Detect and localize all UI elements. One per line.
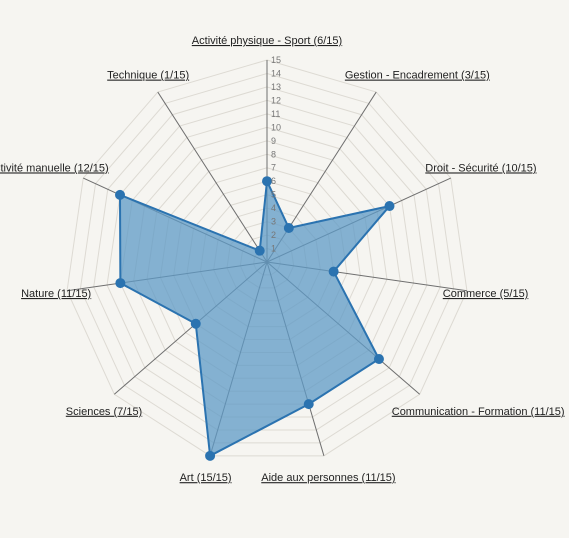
data-point[interactable] (328, 266, 339, 277)
data-point[interactable] (303, 399, 314, 410)
tick-label: 13 (271, 82, 281, 92)
data-point[interactable] (262, 176, 272, 187)
tick-label: 5 (271, 190, 276, 200)
data-point[interactable] (115, 278, 126, 289)
axis-label[interactable]: Gestion - Encadrement (3/15) (345, 70, 490, 82)
axis-label[interactable]: Art (15/15) (180, 472, 232, 484)
tick-label: 1 (271, 244, 276, 254)
data-point[interactable] (254, 245, 265, 256)
data-point[interactable] (283, 223, 294, 234)
axis-labels: Activité physique - Sport (6/15) Gestion … (0, 35, 565, 484)
tick-label: 14 (271, 68, 281, 78)
axis-label[interactable]: Commerce (5/15) (443, 288, 529, 300)
tick-label: 4 (271, 203, 276, 213)
data-point[interactable] (115, 189, 126, 200)
data-point[interactable] (205, 450, 216, 461)
grid-ring (93, 86, 441, 431)
grid-ring (79, 72, 455, 444)
tick-label: 6 (271, 176, 276, 186)
data-area-layer (119, 180, 391, 457)
tick-label: 10 (271, 122, 281, 132)
tick-label: 15 (271, 55, 281, 65)
data-point[interactable] (384, 201, 395, 212)
axis-label[interactable]: Activité manuelle (12/15) (0, 162, 109, 174)
data-points (115, 176, 395, 461)
axis-label[interactable]: Sciences (7/15) (66, 406, 142, 418)
tick-label: 8 (271, 149, 276, 159)
axis-label[interactable]: Aide aux personnes (11/15) (261, 472, 395, 484)
axis-label[interactable]: Nature (11/15) (21, 288, 91, 300)
tick-label: 9 (271, 136, 276, 146)
axis-label[interactable]: Droit - Sécurité (10/15) (425, 162, 536, 174)
tick-label: 12 (271, 95, 281, 105)
axis-line (157, 91, 268, 263)
tick-label: 3 (271, 217, 276, 227)
tick-label: 7 (271, 163, 276, 173)
data-point[interactable] (373, 354, 384, 365)
data-point[interactable] (190, 318, 201, 329)
tick-label: 11 (271, 109, 280, 119)
axis-label[interactable]: Activité physique - Sport (6/15) (192, 35, 342, 47)
axis-label[interactable]: Technique (1/15) (107, 70, 189, 82)
grid-ring (66, 59, 468, 457)
data-area (119, 180, 391, 457)
axis-label[interactable]: Communication - Formation (11/15) (392, 406, 565, 418)
tick-label: 2 (271, 230, 276, 240)
